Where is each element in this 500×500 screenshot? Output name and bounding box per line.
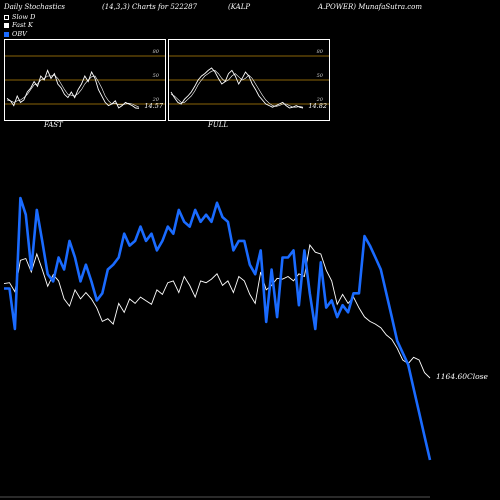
full-stochastic-chart <box>169 55 329 109</box>
full-fast-k-line <box>170 67 304 109</box>
fast-stochastic-panel: 80 50 20 14.57 <box>4 39 166 121</box>
fast-stochastic-chart <box>5 55 165 109</box>
full-slow-d-line <box>170 70 304 108</box>
fast-level-50: 50 <box>152 73 159 79</box>
close-price-line <box>3 243 431 379</box>
fast-slow-d-line <box>6 74 140 108</box>
legend-item-slow-d: Slow D <box>4 13 35 21</box>
fast-fast-k-line <box>6 69 140 109</box>
legend-label-obv: OBV <box>12 29 27 38</box>
full-current-value: 14.82 <box>308 102 327 110</box>
full-level-50: 50 <box>316 73 323 79</box>
legend-swatch-obv <box>4 31 9 37</box>
chart-source: A.POWER) MunafaSutra.com <box>318 3 423 11</box>
close-price-label: 1164.60Close <box>436 372 488 381</box>
legend-label-slow-d: Slow D <box>12 13 36 21</box>
fast-current-value: 14.57 <box>144 102 163 110</box>
chart-symbol: (KALP <box>228 3 251 11</box>
full-level-20: 20 <box>316 97 323 103</box>
full-panel-label: FULL <box>208 121 229 129</box>
full-level-80: 80 <box>316 49 323 55</box>
obv-line <box>4 196 432 461</box>
fast-level-20: 20 <box>152 97 159 103</box>
legend-item-obv: OBV <box>4 30 35 38</box>
legend-item-fast-k: Fast K <box>4 21 35 29</box>
chart-title: Daily Stochastics <box>4 3 66 11</box>
legend-swatch-slow-d <box>4 14 9 20</box>
fast-panel-label: FAST <box>44 121 63 129</box>
legend: Slow D Fast K OBV <box>4 13 35 38</box>
chart-params: (14,3,3) Charts for 522287 <box>102 3 198 11</box>
legend-label-fast-k: Fast K <box>12 21 33 30</box>
legend-swatch-fast-k <box>4 23 9 29</box>
fast-level-80: 80 <box>152 49 159 55</box>
full-stochastic-panel: 80 50 20 14.82 <box>168 39 330 121</box>
